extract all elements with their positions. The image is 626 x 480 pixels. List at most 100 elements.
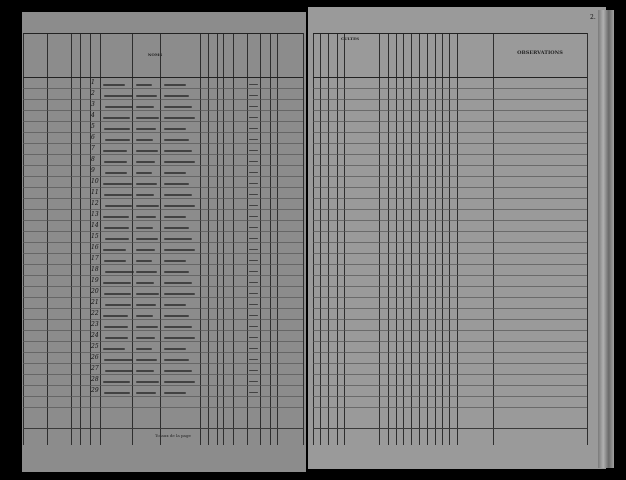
- column-rule: [493, 33, 494, 445]
- column-rule: [427, 33, 428, 445]
- column-rule: [587, 33, 588, 445]
- totals-rule: [23, 428, 303, 429]
- column-rule: [396, 33, 397, 445]
- handwritten-age: [249, 282, 258, 283]
- row-number: 26: [91, 354, 99, 361]
- handwritten-age: [249, 183, 258, 184]
- handwritten-surname: [104, 161, 127, 163]
- handwritten-age: [249, 326, 258, 327]
- handwritten-age: [249, 315, 258, 316]
- row-rule: [23, 209, 303, 210]
- handwritten-occupation: [164, 227, 189, 229]
- row-rule: [23, 330, 303, 331]
- column-rule: [100, 33, 101, 445]
- row-rule: [313, 220, 587, 221]
- row-rule: [313, 187, 587, 188]
- handwritten-occupation: [164, 150, 192, 152]
- handwritten-surname: [103, 381, 130, 383]
- handwritten-firstname: [136, 172, 152, 174]
- handwritten-age: [249, 117, 258, 118]
- row-number: 29: [91, 387, 99, 394]
- row-rule: [23, 198, 303, 199]
- row-number: 7: [91, 145, 95, 152]
- handwritten-age: [249, 128, 258, 129]
- row-rule: [23, 319, 303, 320]
- handwritten-surname: [105, 106, 133, 108]
- row-rule: [313, 407, 587, 408]
- handwritten-age: [249, 293, 258, 294]
- row-rule: [23, 385, 303, 386]
- handwritten-occupation: [164, 128, 186, 130]
- handwritten-occupation: [164, 370, 192, 372]
- row-rule: [23, 99, 303, 100]
- row-rule: [23, 176, 303, 177]
- column-rule: [388, 33, 389, 445]
- row-rule: [313, 319, 587, 320]
- column-rule: [344, 33, 345, 445]
- row-number: 8: [91, 156, 95, 163]
- handwritten-firstname: [136, 304, 156, 306]
- handwritten-age: [249, 205, 258, 206]
- row-rule: [23, 121, 303, 122]
- table-top-rule: [23, 33, 303, 34]
- handwritten-firstname: [136, 326, 158, 328]
- handwritten-surname: [103, 150, 127, 152]
- handwritten-occupation: [164, 337, 195, 339]
- handwritten-firstname: [136, 150, 158, 152]
- column-rule: [71, 33, 72, 445]
- handwritten-surname: [105, 139, 130, 141]
- cults-header: CULTES: [340, 36, 360, 41]
- page-edges: [598, 10, 614, 468]
- row-rule: [313, 286, 587, 287]
- column-rule: [90, 33, 91, 445]
- handwritten-age: [249, 370, 258, 371]
- handwritten-firstname: [136, 216, 156, 218]
- handwritten-surname: [104, 194, 132, 196]
- handwritten-firstname: [136, 249, 155, 251]
- handwritten-surname: [103, 282, 131, 284]
- row-number: 9: [91, 167, 95, 174]
- handwritten-firstname: [136, 183, 157, 185]
- handwritten-occupation: [164, 216, 186, 218]
- handwritten-firstname: [136, 348, 152, 350]
- handwritten-firstname: [136, 161, 155, 163]
- handwritten-surname: [104, 227, 129, 229]
- handwritten-surname: [105, 304, 131, 306]
- row-rule: [313, 99, 587, 100]
- handwritten-surname: [103, 216, 129, 218]
- handwritten-age: [249, 348, 258, 349]
- handwritten-occupation: [164, 172, 186, 174]
- handwritten-age: [249, 304, 258, 305]
- handwritten-surname: [103, 183, 132, 185]
- handwritten-surname: [104, 293, 131, 295]
- column-rule: [80, 33, 81, 445]
- row-number: 13: [91, 211, 99, 218]
- handwritten-age: [249, 194, 258, 195]
- row-rule: [23, 110, 303, 111]
- row-number: 2: [91, 90, 95, 97]
- handwritten-age: [249, 381, 258, 382]
- handwritten-age: [249, 139, 258, 140]
- row-rule: [313, 143, 587, 144]
- row-rule: [313, 297, 587, 298]
- row-rule: [313, 231, 587, 232]
- row-rule: [313, 110, 587, 111]
- row-number: 21: [91, 299, 99, 306]
- handwritten-firstname: [136, 117, 159, 119]
- column-rule: [303, 33, 304, 445]
- handwritten-firstname: [136, 95, 157, 97]
- handwritten-surname: [104, 359, 133, 361]
- column-rule: [411, 33, 412, 445]
- handwritten-age: [249, 337, 258, 338]
- row-rule: [23, 154, 303, 155]
- handwritten-age: [249, 392, 258, 393]
- row-number: 6: [91, 134, 95, 141]
- row-number: 23: [91, 321, 99, 328]
- handwritten-firstname: [136, 238, 158, 240]
- row-rule: [23, 88, 303, 89]
- handwritten-firstname: [136, 84, 152, 86]
- totals-label: Totaux de la page: [155, 433, 191, 438]
- handwritten-age: [249, 359, 258, 360]
- handwritten-firstname: [136, 381, 159, 383]
- handwritten-surname: [103, 249, 126, 251]
